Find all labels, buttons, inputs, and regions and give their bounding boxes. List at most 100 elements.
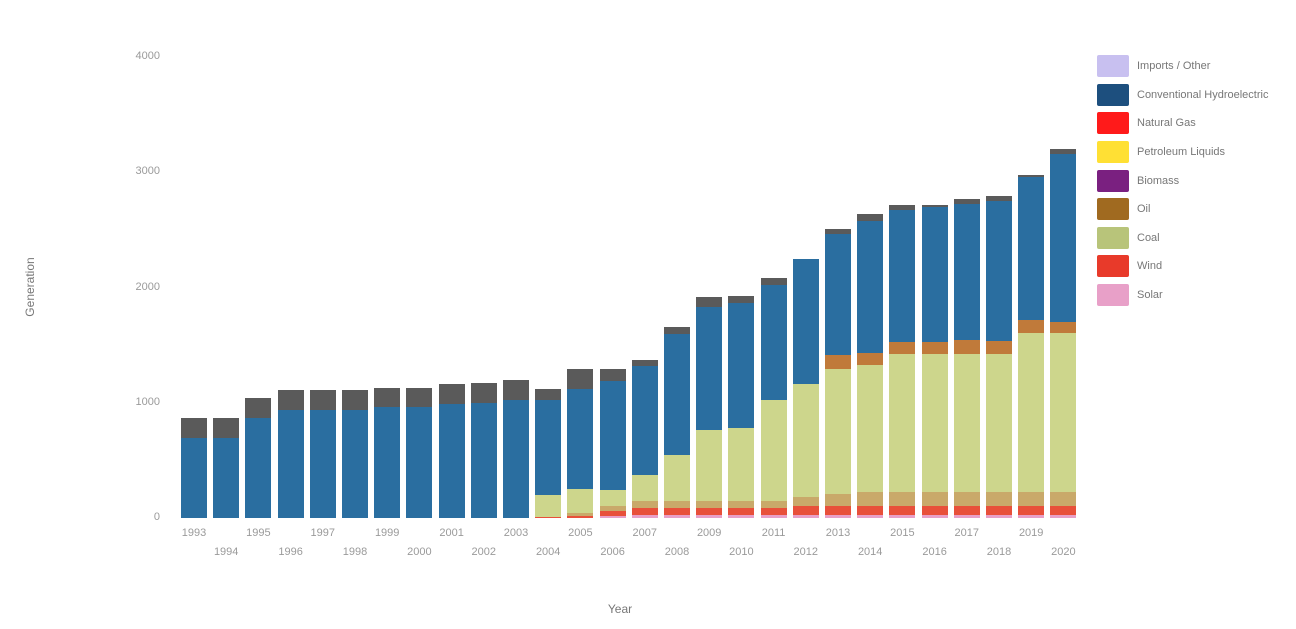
bar-segment[interactable] [438, 384, 465, 404]
bar-segment[interactable] [599, 380, 626, 491]
bar-2015[interactable] [889, 205, 916, 518]
bar-2014[interactable] [857, 214, 884, 518]
bar-segment[interactable] [181, 417, 207, 439]
bar-segment[interactable] [631, 474, 658, 502]
bar-segment[interactable] [696, 429, 723, 502]
legend-item[interactable]: Oil [1097, 195, 1268, 224]
bar-segment[interactable] [664, 327, 690, 335]
bar-segment[interactable] [760, 399, 787, 502]
bar-2013[interactable] [825, 229, 851, 518]
bar-segment[interactable] [631, 501, 658, 509]
bar-2018[interactable] [986, 195, 1012, 518]
bar-segment[interactable] [728, 296, 755, 304]
legend-item[interactable]: Wind [1097, 252, 1268, 281]
bar-segment[interactable] [825, 229, 851, 234]
bar-segment[interactable] [825, 354, 851, 369]
legend-item[interactable]: Solar [1097, 281, 1268, 310]
bar-segment[interactable] [1050, 321, 1077, 334]
bar-segment[interactable] [696, 306, 723, 430]
bar-segment[interactable] [986, 200, 1012, 342]
bar-segment[interactable] [953, 492, 980, 506]
bar-segment[interactable] [953, 199, 980, 204]
bar-segment[interactable] [1018, 320, 1045, 334]
bar-segment[interactable] [889, 515, 916, 518]
bar-segment[interactable] [277, 390, 304, 410]
bar-segment[interactable] [535, 516, 562, 518]
bar-segment[interactable] [631, 508, 658, 516]
bar-segment[interactable] [792, 496, 819, 506]
bar-segment[interactable] [664, 501, 690, 509]
bar-segment[interactable] [1050, 154, 1077, 322]
bar-segment[interactable] [567, 515, 594, 518]
bar-segment[interactable] [567, 388, 594, 490]
bar-segment[interactable] [857, 505, 884, 516]
bar-segment[interactable] [599, 511, 626, 516]
bar-1999[interactable] [374, 387, 401, 518]
bar-2009[interactable] [696, 297, 723, 518]
bar-segment[interactable] [438, 403, 465, 518]
bar-segment[interactable] [728, 427, 755, 502]
bar-2000[interactable] [406, 387, 433, 518]
bar-1993[interactable] [181, 417, 207, 518]
bar-segment[interactable] [889, 205, 916, 210]
bar-segment[interactable] [1018, 177, 1045, 321]
bar-segment[interactable] [760, 284, 787, 400]
bar-segment[interactable] [245, 398, 272, 418]
bar-segment[interactable] [760, 508, 787, 516]
bar-segment[interactable] [728, 515, 755, 518]
bar-2008[interactable] [664, 327, 690, 518]
bar-segment[interactable] [1018, 492, 1045, 506]
bar-segment[interactable] [599, 490, 626, 507]
bar-2007[interactable] [631, 359, 658, 518]
bar-segment[interactable] [825, 505, 851, 516]
bar-segment[interactable] [309, 409, 336, 518]
bar-segment[interactable] [535, 388, 562, 401]
bar-segment[interactable] [1018, 175, 1045, 178]
bar-segment[interactable] [213, 438, 240, 518]
bar-segment[interactable] [760, 515, 787, 518]
bar-2001[interactable] [438, 384, 465, 518]
bar-segment[interactable] [760, 277, 787, 285]
bar-segment[interactable] [406, 407, 433, 518]
bar-segment[interactable] [342, 409, 368, 518]
bar-segment[interactable] [792, 515, 819, 518]
bar-2006[interactable] [599, 369, 626, 518]
bar-segment[interactable] [1050, 515, 1077, 518]
bar-segment[interactable] [889, 492, 916, 506]
bar-segment[interactable] [921, 205, 948, 208]
bar-segment[interactable] [696, 508, 723, 516]
bar-segment[interactable] [921, 342, 948, 354]
bar-segment[interactable] [1018, 505, 1045, 516]
bar-segment[interactable] [792, 259, 819, 384]
bar-segment[interactable] [953, 203, 980, 340]
bar-2017[interactable] [953, 199, 980, 518]
legend-item[interactable]: Biomass [1097, 166, 1268, 195]
bar-segment[interactable] [986, 195, 1012, 201]
bar-2005[interactable] [567, 369, 594, 518]
bar-segment[interactable] [245, 417, 272, 518]
bar-segment[interactable] [599, 506, 626, 512]
bar-segment[interactable] [921, 505, 948, 516]
bar-segment[interactable] [825, 515, 851, 518]
bar-1998[interactable] [342, 390, 368, 518]
legend-item[interactable]: Natural Gas [1097, 109, 1268, 138]
bar-2002[interactable] [470, 383, 497, 518]
bar-segment[interactable] [889, 342, 916, 354]
bar-segment[interactable] [696, 515, 723, 518]
legend-item[interactable]: Coal [1097, 224, 1268, 253]
bar-segment[interactable] [857, 352, 884, 366]
bar-segment[interactable] [986, 505, 1012, 516]
bar-segment[interactable] [342, 390, 368, 410]
bar-segment[interactable] [567, 513, 594, 516]
bar-segment[interactable] [792, 505, 819, 516]
bar-segment[interactable] [1018, 515, 1045, 518]
bar-segment[interactable] [857, 214, 884, 222]
bar-segment[interactable] [213, 417, 240, 439]
bar-segment[interactable] [567, 489, 594, 514]
bar-2020[interactable] [1050, 148, 1077, 518]
bar-1997[interactable] [309, 390, 336, 518]
bar-segment[interactable] [374, 387, 401, 408]
bar-segment[interactable] [696, 297, 723, 307]
bar-segment[interactable] [889, 505, 916, 516]
bar-segment[interactable] [825, 233, 851, 355]
